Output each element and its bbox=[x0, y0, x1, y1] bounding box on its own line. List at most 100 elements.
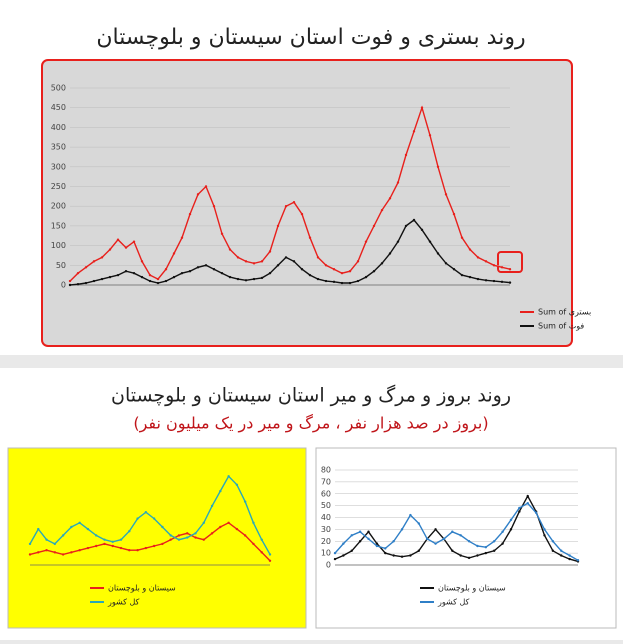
data-point bbox=[576, 559, 580, 562]
series-line bbox=[69, 219, 511, 286]
series-line bbox=[69, 105, 511, 282]
y-tick-label: 450 bbox=[51, 103, 66, 112]
data-point bbox=[252, 262, 256, 265]
data-point bbox=[152, 517, 156, 520]
data-point bbox=[252, 542, 255, 546]
section-subtitle: (بروز در صد هزار نفر ، مرگ و میر در یک م… bbox=[133, 414, 488, 434]
data-point bbox=[333, 551, 337, 555]
data-point bbox=[300, 268, 304, 271]
data-point bbox=[144, 546, 148, 550]
data-point bbox=[333, 557, 337, 561]
data-point bbox=[400, 555, 404, 558]
data-point bbox=[84, 281, 88, 285]
data-point bbox=[459, 554, 462, 557]
data-point bbox=[308, 236, 312, 239]
data-point bbox=[400, 528, 404, 531]
data-point bbox=[526, 502, 529, 505]
data-point bbox=[196, 193, 200, 196]
data-point bbox=[340, 281, 344, 285]
data-point bbox=[467, 556, 471, 560]
data-point bbox=[342, 554, 345, 557]
data-point bbox=[476, 256, 480, 259]
data-point bbox=[300, 212, 304, 216]
data-point bbox=[202, 521, 205, 524]
data-point bbox=[148, 279, 152, 283]
data-point bbox=[384, 547, 387, 550]
data-point bbox=[219, 525, 222, 529]
data-point bbox=[364, 275, 368, 279]
data-point bbox=[348, 281, 352, 285]
data-point bbox=[124, 270, 128, 273]
data-point bbox=[172, 252, 176, 255]
data-point bbox=[124, 246, 128, 249]
y-tick-label: 70 bbox=[321, 477, 331, 486]
data-point bbox=[128, 549, 131, 552]
data-point bbox=[86, 527, 90, 531]
data-point bbox=[227, 521, 230, 524]
data-point bbox=[459, 534, 462, 537]
data-point bbox=[219, 489, 222, 493]
data-point bbox=[61, 534, 65, 537]
data-point bbox=[316, 277, 320, 281]
data-point bbox=[508, 281, 512, 284]
data-point bbox=[204, 185, 208, 188]
data-point bbox=[417, 522, 420, 525]
data-point bbox=[404, 224, 408, 228]
data-point bbox=[180, 236, 184, 239]
chart-frame bbox=[41, 59, 573, 347]
data-point bbox=[61, 553, 65, 556]
chart-frame bbox=[7, 447, 307, 629]
data-point bbox=[276, 224, 280, 228]
data-point bbox=[252, 277, 256, 281]
data-point bbox=[392, 554, 395, 557]
data-point bbox=[508, 268, 512, 271]
data-point bbox=[169, 538, 172, 541]
data-point bbox=[228, 248, 232, 251]
data-point bbox=[380, 262, 384, 265]
data-point bbox=[292, 260, 296, 263]
data-point bbox=[372, 270, 376, 273]
highlight-box bbox=[497, 251, 523, 273]
data-point bbox=[332, 280, 336, 284]
data-point bbox=[180, 271, 184, 275]
data-point bbox=[316, 256, 320, 259]
data-point bbox=[236, 256, 240, 259]
data-point bbox=[534, 511, 538, 514]
data-point bbox=[364, 240, 368, 243]
data-point bbox=[227, 475, 230, 478]
data-point bbox=[100, 277, 104, 281]
data-point bbox=[442, 537, 446, 541]
data-point bbox=[367, 537, 370, 541]
y-tick-label: 30 bbox=[321, 525, 331, 534]
data-point bbox=[268, 271, 272, 275]
data-point bbox=[350, 549, 353, 552]
data-point bbox=[164, 268, 168, 271]
data-point bbox=[212, 268, 216, 271]
data-point bbox=[95, 544, 98, 548]
data-point bbox=[243, 534, 247, 537]
data-point bbox=[188, 212, 192, 216]
section-title: روند بروز و مرگ و میر استان سیستان و بلو… bbox=[111, 385, 511, 407]
data-point bbox=[156, 281, 160, 285]
data-point bbox=[434, 528, 437, 531]
data-point bbox=[268, 553, 272, 556]
data-point bbox=[78, 521, 81, 524]
data-point bbox=[396, 181, 400, 184]
data-point bbox=[260, 538, 263, 541]
data-point bbox=[518, 510, 521, 513]
data-point bbox=[551, 549, 555, 552]
data-point bbox=[235, 527, 239, 531]
data-point bbox=[161, 542, 164, 546]
data-point bbox=[161, 525, 164, 529]
data-point bbox=[375, 542, 379, 545]
data-point bbox=[103, 542, 106, 546]
data-point bbox=[420, 228, 424, 232]
data-point bbox=[210, 504, 214, 508]
y-tick-label: 80 bbox=[321, 466, 331, 475]
data-point bbox=[396, 240, 400, 243]
y-tick-label: 400 bbox=[51, 123, 66, 132]
data-point bbox=[356, 279, 360, 283]
data-point bbox=[476, 277, 480, 281]
data-point bbox=[100, 256, 104, 259]
